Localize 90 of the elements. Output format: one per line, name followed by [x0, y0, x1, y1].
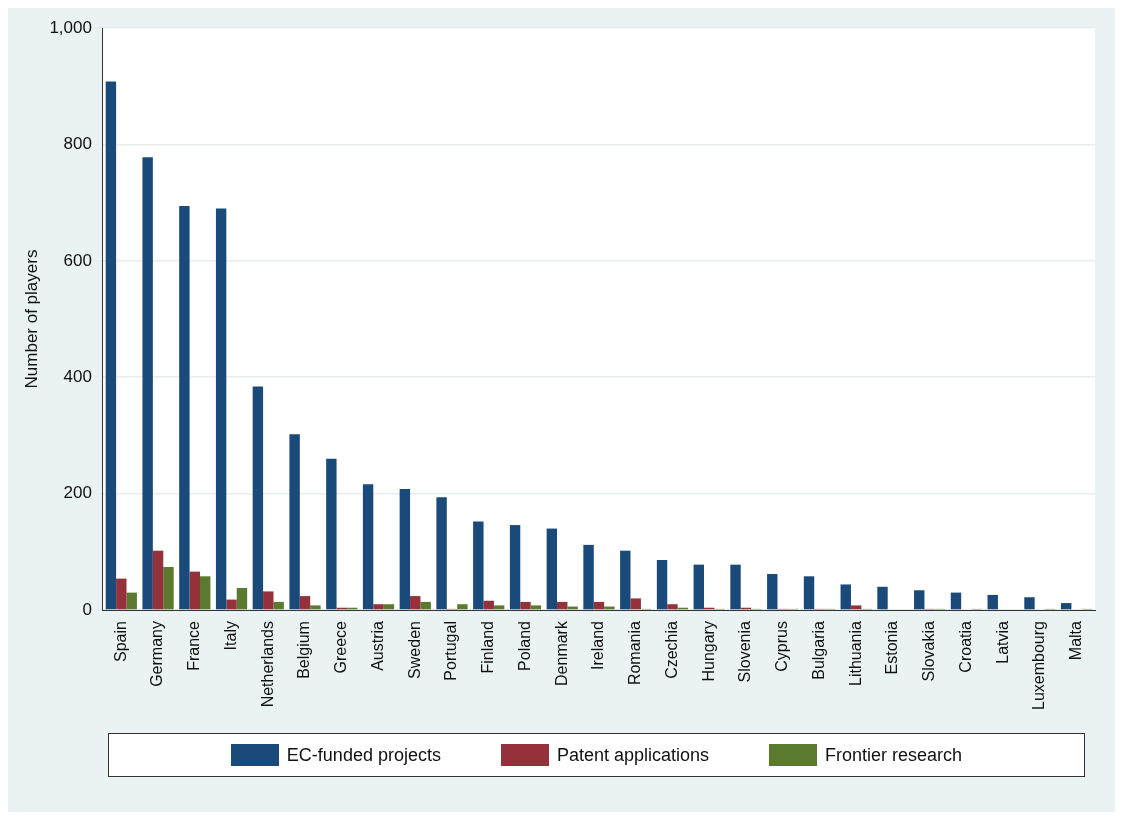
bar [263, 591, 274, 610]
y-tick-label: 800 [63, 134, 92, 154]
bar [189, 571, 200, 610]
x-tick-label: Germany [148, 621, 166, 687]
bar [914, 590, 925, 610]
x-tick-label: Italy [221, 621, 239, 651]
y-tick-label: 0 [82, 599, 92, 619]
bar [483, 600, 494, 610]
x-tick-label: Finland [479, 621, 497, 674]
bar [877, 586, 888, 610]
x-tick-label: Estonia [883, 620, 901, 675]
bar [767, 573, 778, 610]
bar [520, 601, 531, 610]
x-tick-label: Netherlands [258, 621, 276, 708]
bar [840, 584, 851, 610]
bar [803, 576, 815, 610]
bar [987, 594, 998, 610]
legend-label: Patent applications [556, 744, 710, 766]
bar [373, 604, 384, 610]
bar [215, 208, 227, 610]
x-tick-label: Romania [626, 620, 644, 686]
bar [179, 206, 190, 610]
y-axis-title: Number of players [21, 249, 41, 389]
x-tick-label: Latvia [993, 620, 1011, 664]
bar [420, 601, 431, 610]
x-tick-label: Ireland [589, 621, 607, 670]
x-tick-label: Slovenia [736, 620, 754, 683]
x-tick-label: Poland [515, 621, 533, 671]
x-tick-label: Lithuania [846, 620, 864, 687]
bar [152, 550, 164, 610]
x-tick-label: Portugal [442, 621, 460, 681]
bar [693, 564, 704, 610]
bar [252, 386, 264, 610]
bar [667, 604, 678, 610]
bar [1024, 597, 1035, 610]
bar [583, 544, 594, 610]
bar [630, 598, 641, 610]
bar [399, 488, 411, 610]
x-tick-label: Austria [368, 620, 386, 671]
bar [509, 525, 521, 610]
legend-label: Frontier research [825, 744, 963, 766]
bar [326, 458, 337, 610]
y-tick-label: 600 [63, 250, 92, 270]
bar [289, 434, 300, 610]
bar [310, 605, 321, 610]
bar [383, 604, 395, 610]
x-tick-label: Malta [1067, 620, 1085, 661]
bar [436, 497, 447, 610]
bar [105, 81, 117, 610]
bar [620, 550, 631, 610]
x-tick-label: Spain [111, 621, 129, 662]
bar [200, 576, 211, 610]
x-tick-label: Luxembourg [1030, 621, 1048, 711]
bar [163, 566, 174, 610]
bar [273, 601, 284, 610]
x-tick-label: Belgium [295, 621, 313, 679]
x-tick-label: Hungary [699, 621, 717, 682]
x-tick-label: Bulgaria [809, 620, 827, 680]
x-tick-label: Czechia [662, 620, 680, 679]
x-tick-label: Greece [332, 620, 350, 674]
bar [530, 605, 542, 610]
x-tick-label: Cyprus [773, 621, 791, 672]
bar [656, 560, 668, 610]
legend-label: EC-funded projects [286, 744, 441, 766]
y-tick-label: 400 [63, 366, 92, 386]
x-tick-label: Slovakia [920, 620, 938, 682]
bar [299, 596, 311, 610]
x-tick-label: Croatia [956, 620, 974, 673]
bar [457, 604, 468, 610]
x-tick-label: Denmark [552, 620, 570, 686]
bar [142, 157, 153, 610]
bar [546, 528, 558, 610]
y-tick-label: 200 [63, 483, 92, 503]
bar [473, 521, 484, 610]
bar [730, 564, 741, 610]
bar [593, 601, 605, 610]
bar [557, 601, 568, 610]
bar [950, 592, 962, 610]
x-tick-label: Sweden [405, 621, 423, 679]
bar [410, 596, 421, 610]
bar [362, 484, 374, 610]
bar [236, 587, 248, 610]
bar [226, 599, 237, 610]
y-tick-label: 1,000 [49, 17, 92, 37]
bar [850, 605, 862, 610]
bar [1061, 603, 1072, 610]
x-tick-label: France [185, 620, 203, 671]
bar [116, 578, 127, 610]
bar [493, 605, 505, 610]
bar [126, 592, 137, 610]
